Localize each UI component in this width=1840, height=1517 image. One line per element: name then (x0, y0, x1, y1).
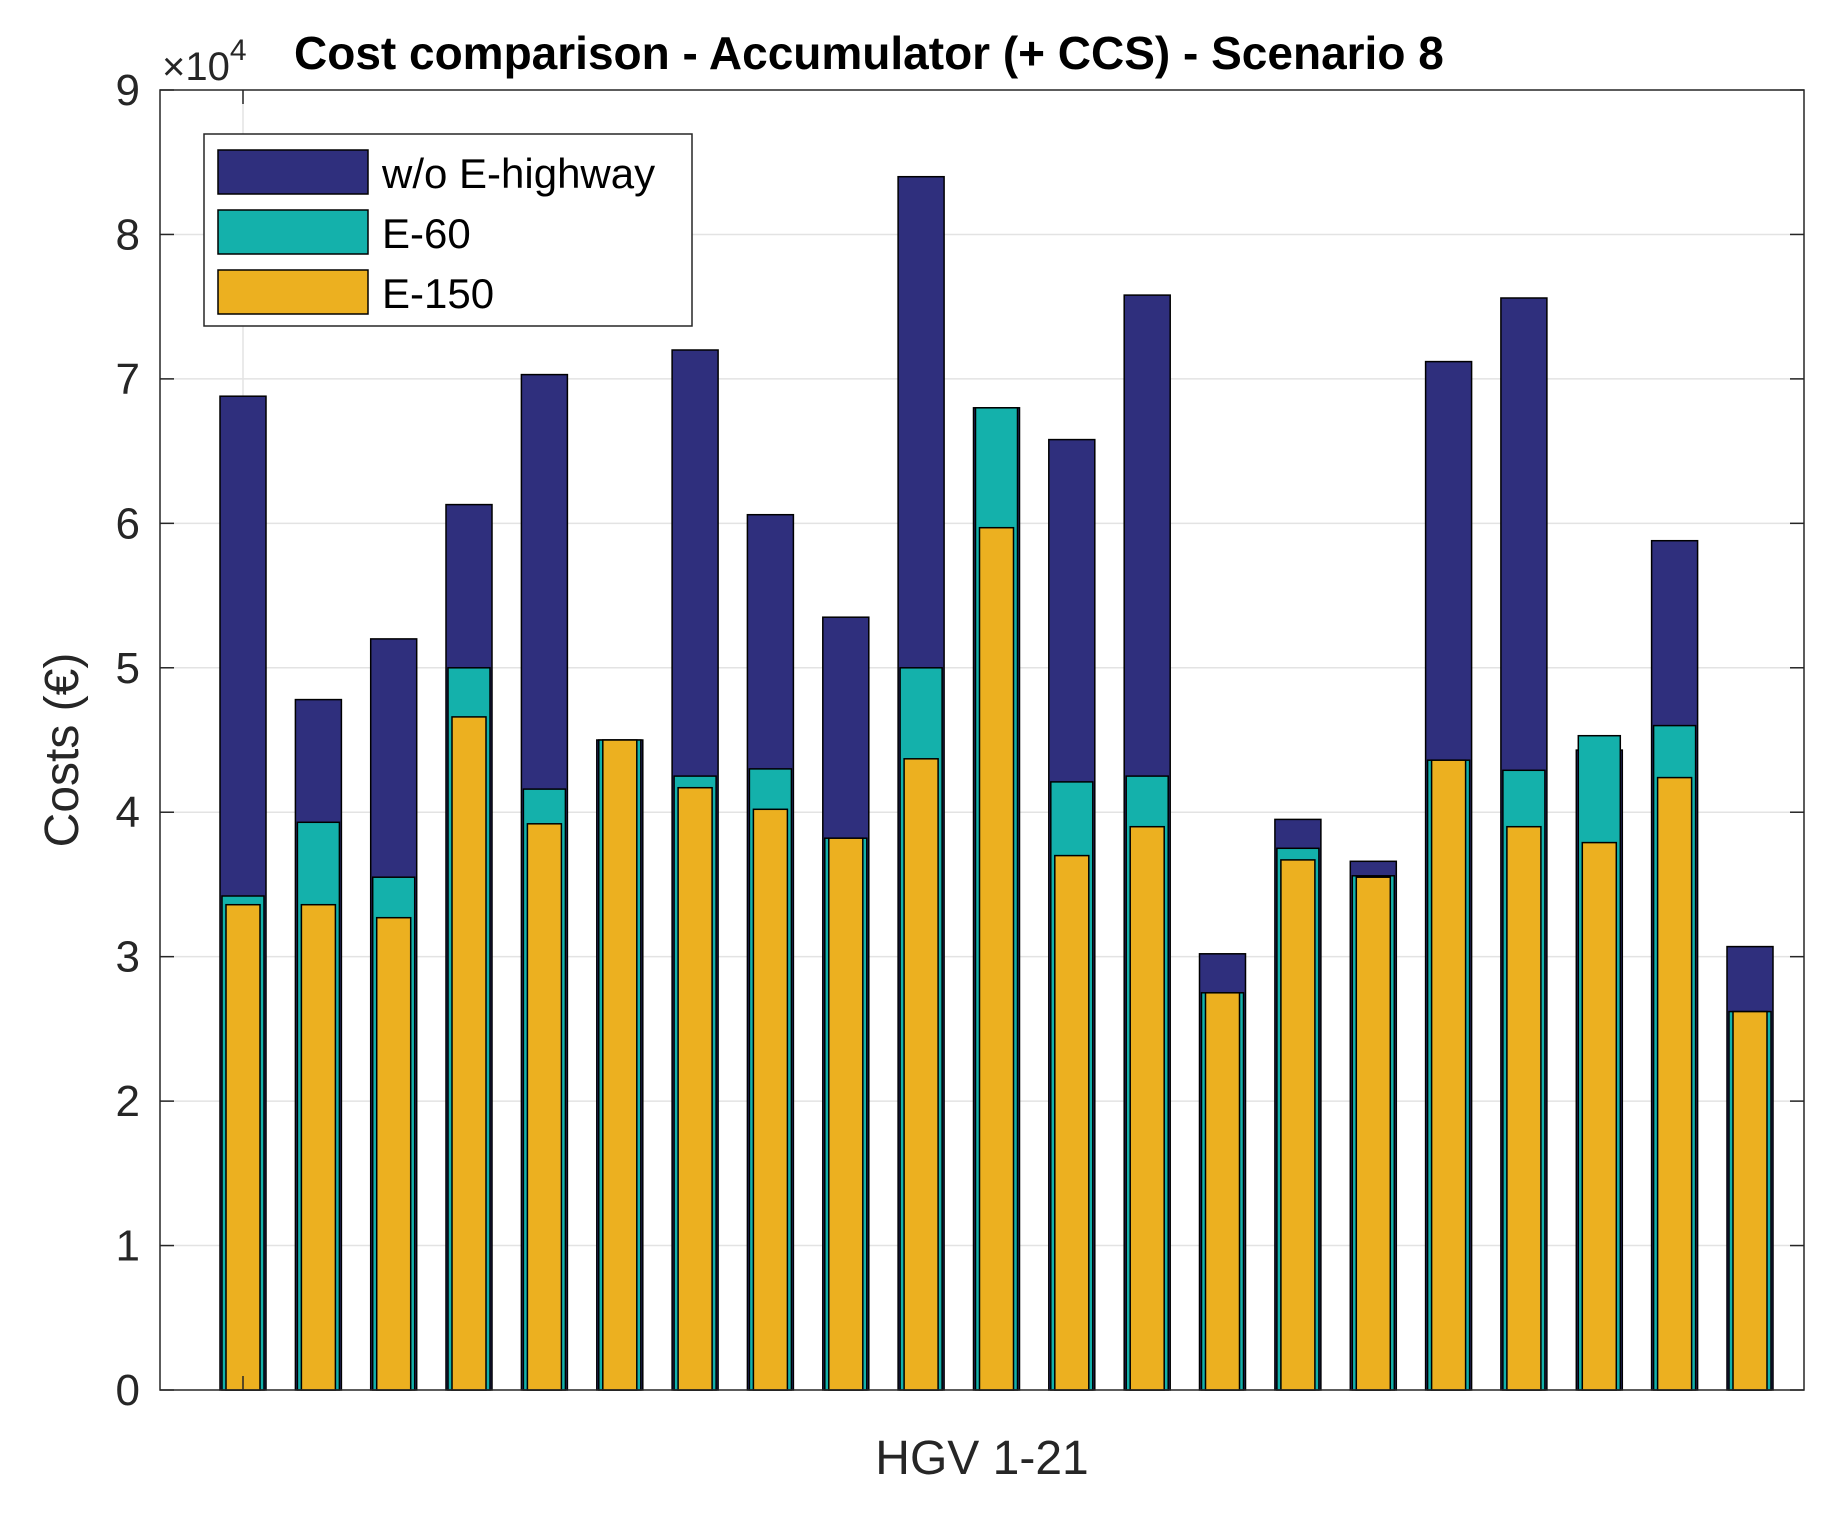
y-tick-label: 3 (116, 933, 140, 982)
y-tick-label: 1 (116, 1222, 140, 1271)
bar-e-150-hgv-17 (1430, 759, 1467, 1391)
y-axis-multiplier: ×104 (162, 34, 247, 89)
bar-e-150-hgv-14 (1204, 992, 1241, 1391)
x-axis-label: HGV 1-21 (875, 1432, 1088, 1485)
bar-e-150-hgv-18 (1506, 825, 1542, 1391)
bar-e-150-hgv-2 (300, 903, 337, 1391)
bar-e-150-hgv-16 (1355, 876, 1392, 1391)
legend: w/o E-highway E-60 E-150 (203, 133, 693, 327)
legend-label-w-o-e-highway: w/o E-highway (381, 150, 655, 197)
y-axis-label: Costs (€) (36, 653, 89, 848)
legend-swatch-w-o-e-highway (217, 149, 369, 195)
plot-frame (159, 89, 1805, 1391)
legend-label-e-60: E-60 (382, 210, 471, 257)
bar-e-150-hgv-8 (752, 808, 789, 1391)
bar-e-150-hgv-21 (1732, 1010, 1768, 1391)
chart-title: Cost comparison - Accumulator (+ CCS) - … (294, 27, 1444, 79)
y-tick-label: 5 (116, 644, 140, 693)
y-tick-label: 0 (116, 1366, 140, 1415)
bar-e-150-hgv-15 (1280, 859, 1316, 1391)
y-tick-label: 9 (116, 66, 140, 115)
legend-label-e-150: E-150 (382, 270, 494, 317)
bar-e-150-hgv-3 (375, 916, 412, 1391)
y-tick-label: 8 (116, 210, 140, 259)
bar-e-150-hgv-11 (978, 526, 1015, 1391)
y-tick-label: 7 (116, 355, 140, 404)
bar-e-150-hgv-12 (1054, 854, 1090, 1391)
y-tick-label: 2 (116, 1077, 140, 1126)
y-tick-label: 4 (116, 788, 140, 837)
bar-e-150-hgv-5 (526, 823, 563, 1391)
bar-e-150-hgv-1 (225, 903, 261, 1391)
bar-e-150-hgv-19 (1581, 841, 1618, 1391)
bar-e-150-hgv-9 (828, 837, 864, 1391)
legend-swatch-e-60 (217, 209, 369, 255)
bar-e-150-hgv-13 (1129, 825, 1165, 1391)
y-axis-ticks: 0 1 2 3 4 5 6 7 8 9 (116, 66, 1804, 1415)
bar-e-150-hgv-20 (1656, 776, 1693, 1391)
bar-e-150-hgv-7 (677, 786, 713, 1391)
legend-swatch-e-150 (217, 269, 369, 315)
bar-e-150-hgv-4 (451, 716, 487, 1391)
bar-e-150-hgv-6 (602, 739, 638, 1391)
y-tick-label: 6 (116, 499, 140, 548)
bar-e-150-hgv-10 (903, 758, 939, 1391)
